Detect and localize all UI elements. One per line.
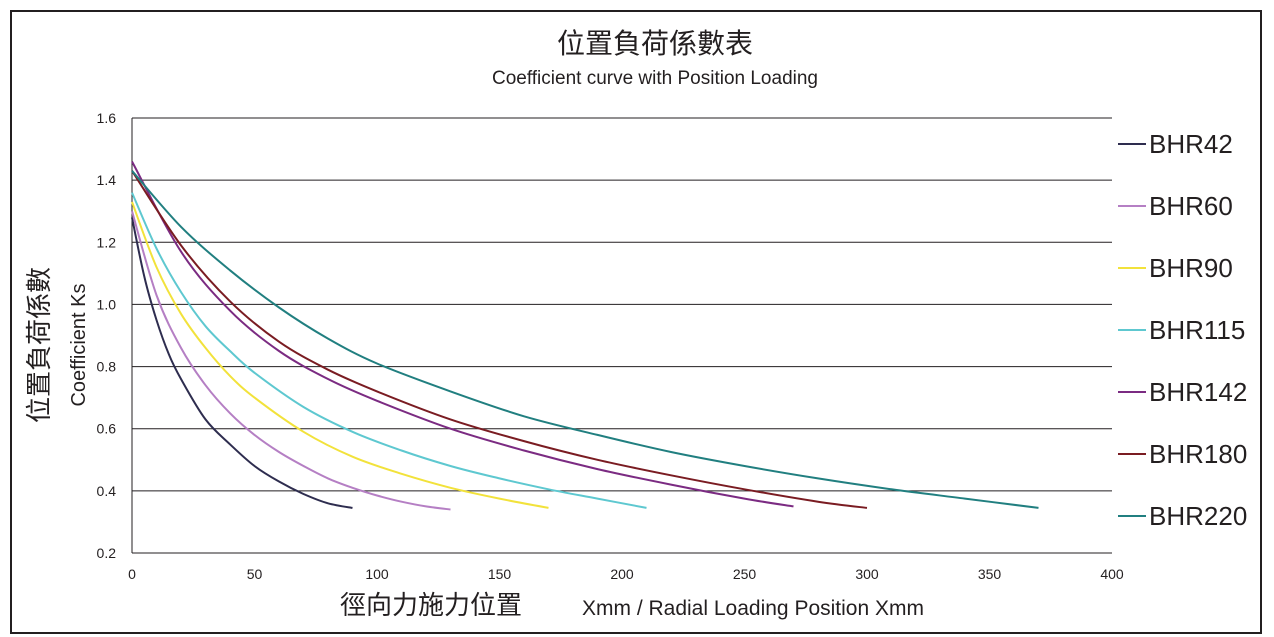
legend-item-bhr60: BHR60 (1118, 191, 1233, 221)
series-line-bhr180 (131, 170, 868, 509)
x-axis-label: 徑向力施力位置 Xmm / Radial Loading Position Xm… (340, 591, 924, 621)
grid-lines (131, 117, 1112, 554)
legend-label: BHR60 (1149, 191, 1233, 221)
chart-frame (10, 10, 1262, 634)
y-axis-label: 位置負荷係數 Coefficient Ks (25, 267, 90, 423)
legend-label: BHR42 (1149, 129, 1233, 159)
y-tick-label: 0.2 (97, 545, 117, 561)
legend-item-bhr90: BHR90 (1118, 253, 1233, 283)
legend-item-bhr180: BHR180 (1118, 439, 1247, 469)
legend: BHR42 BHR60 BHR90 BHR115 BHR142 BHR180 BHR220 (1118, 129, 1247, 531)
series-line-bhr42 (131, 217, 353, 509)
x-tick-label: 0 (128, 566, 136, 582)
y-tick-labels: 0.2 0.4 0.6 0.8 1.0 1.2 1.4 1.6 (97, 110, 117, 561)
x-tick-labels: 0 50 100 150 200 250 300 350 400 (128, 566, 1124, 582)
legend-label: BHR115 (1149, 315, 1245, 345)
x-tick-label: 50 (247, 566, 263, 582)
legend-label: BHR142 (1149, 377, 1247, 407)
series-line-bhr220 (131, 170, 1039, 509)
legend-label: BHR220 (1149, 501, 1247, 531)
y-tick-label: 1.6 (97, 110, 117, 126)
legend-label: BHR180 (1149, 439, 1247, 469)
series-line-bhr115 (131, 192, 647, 509)
y-tick-label: 0.8 (97, 359, 117, 375)
legend-item-bhr42: BHR42 (1118, 129, 1233, 159)
legend-item-bhr142: BHR142 (1118, 377, 1247, 407)
y-axis-label-cn: 位置負荷係數 (25, 267, 55, 423)
x-axis-label-cn: 徑向力施力位置 (340, 591, 522, 621)
y-tick-label: 1.4 (97, 172, 117, 188)
series-lines (131, 161, 1039, 511)
chart-subtitle: Coefficient curve with Position Loading (492, 68, 818, 89)
x-tick-label: 250 (733, 566, 757, 582)
series-line-bhr60 (131, 210, 451, 511)
x-tick-label: 100 (365, 566, 389, 582)
y-tick-label: 1.2 (97, 234, 117, 250)
x-tick-label: 150 (488, 566, 512, 582)
legend-label: BHR90 (1149, 253, 1233, 283)
y-tick-label: 0.6 (97, 421, 117, 437)
series-line-bhr90 (131, 201, 549, 509)
y-tick-label: 0.4 (97, 483, 117, 499)
x-tick-label: 300 (855, 566, 879, 582)
x-tick-label: 350 (978, 566, 1002, 582)
x-tick-label: 200 (610, 566, 634, 582)
y-tick-label: 1.0 (97, 296, 117, 312)
chart-title: 位置負荷係數表 (557, 27, 753, 60)
legend-item-bhr115: BHR115 (1118, 315, 1245, 345)
legend-item-bhr220: BHR220 (1118, 501, 1247, 531)
series-line-bhr142 (131, 161, 794, 508)
y-axis-label-en: Coefficient Ks (68, 283, 90, 406)
x-axis-label-en: Xmm / Radial Loading Position Xmm (582, 597, 924, 620)
x-tick-label: 400 (1100, 566, 1124, 582)
